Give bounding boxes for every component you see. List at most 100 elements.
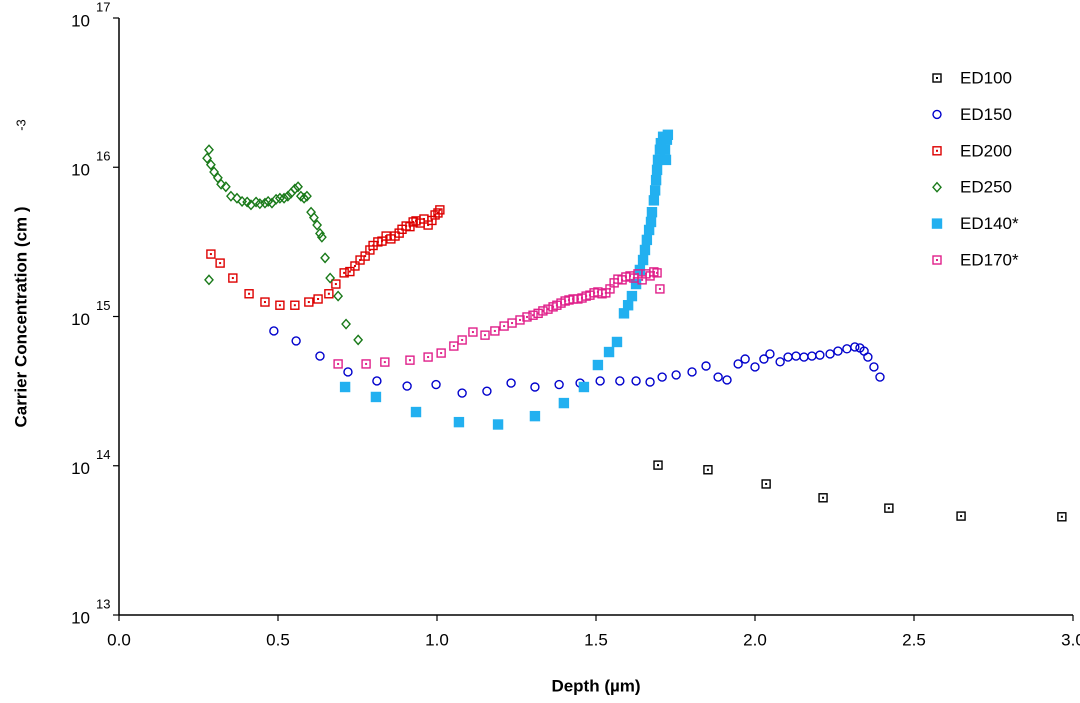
x-tick-label: 0.5 bbox=[266, 630, 290, 649]
point-dot bbox=[231, 277, 234, 280]
point bbox=[645, 377, 655, 387]
point bbox=[783, 352, 793, 362]
y-tick-label: 10 bbox=[71, 161, 90, 180]
point bbox=[657, 372, 667, 382]
y-tick-label: 10 bbox=[71, 11, 90, 30]
point bbox=[733, 359, 743, 369]
point bbox=[603, 346, 615, 358]
y-tick-label-sup: 14 bbox=[96, 447, 110, 462]
point-dot bbox=[452, 345, 455, 348]
point-dot bbox=[307, 301, 310, 304]
point bbox=[869, 362, 879, 372]
point-dot bbox=[765, 482, 768, 485]
point-dot bbox=[657, 464, 660, 467]
point bbox=[522, 312, 532, 322]
point bbox=[350, 261, 360, 271]
point bbox=[595, 376, 605, 386]
point bbox=[655, 284, 665, 294]
point bbox=[490, 326, 500, 336]
point bbox=[875, 372, 885, 382]
point-dot bbox=[537, 312, 540, 315]
legend-marker bbox=[932, 181, 942, 193]
point bbox=[528, 310, 538, 320]
y-axis-label-sup: -3 bbox=[13, 119, 28, 131]
point bbox=[515, 315, 525, 325]
point bbox=[313, 294, 323, 304]
legend-marker bbox=[932, 109, 942, 120]
y-tick-label: 10 bbox=[71, 310, 90, 329]
point bbox=[333, 359, 343, 369]
point bbox=[956, 511, 966, 521]
point bbox=[530, 382, 540, 392]
point bbox=[457, 388, 467, 398]
point bbox=[423, 352, 433, 362]
point bbox=[722, 375, 732, 385]
point bbox=[765, 349, 775, 359]
point bbox=[324, 289, 334, 299]
point bbox=[244, 289, 254, 299]
point bbox=[430, 210, 440, 220]
point-dot bbox=[343, 271, 346, 274]
point bbox=[884, 503, 894, 513]
point bbox=[215, 258, 225, 268]
point bbox=[260, 197, 270, 209]
point bbox=[578, 381, 590, 393]
point bbox=[304, 297, 314, 307]
point bbox=[315, 351, 325, 361]
point bbox=[713, 372, 723, 382]
point-dot bbox=[503, 325, 506, 328]
point bbox=[646, 206, 658, 218]
point bbox=[648, 195, 660, 206]
point bbox=[740, 354, 750, 364]
point bbox=[381, 231, 391, 241]
point bbox=[302, 190, 312, 202]
point-dot bbox=[353, 264, 356, 267]
point bbox=[209, 166, 220, 178]
legend-label: ED170* bbox=[960, 250, 1019, 269]
point bbox=[615, 376, 625, 386]
point bbox=[645, 216, 657, 228]
point-dot bbox=[364, 255, 367, 258]
point bbox=[807, 351, 817, 361]
point bbox=[649, 185, 661, 196]
point bbox=[671, 370, 681, 380]
point bbox=[345, 266, 355, 277]
point bbox=[232, 192, 242, 204]
point-dot bbox=[317, 297, 320, 300]
point bbox=[431, 379, 441, 390]
point bbox=[269, 326, 279, 336]
point-dot bbox=[263, 301, 266, 304]
point bbox=[333, 290, 344, 302]
point bbox=[380, 357, 390, 367]
point-dot bbox=[380, 240, 383, 243]
x-tick-label: 2.5 bbox=[902, 630, 926, 649]
point-dot bbox=[1060, 515, 1063, 518]
point bbox=[360, 251, 370, 261]
x-tick-label: 1.5 bbox=[584, 630, 608, 649]
point-dot bbox=[427, 356, 430, 359]
point bbox=[353, 334, 364, 346]
point-dot bbox=[608, 287, 611, 290]
point-dot bbox=[706, 468, 709, 471]
point bbox=[825, 349, 835, 359]
point bbox=[205, 159, 216, 171]
point bbox=[558, 397, 570, 409]
point bbox=[320, 252, 331, 264]
point bbox=[815, 350, 825, 360]
legend-label: ED250 bbox=[960, 178, 1012, 197]
y-tick-label: 10 bbox=[71, 459, 90, 478]
point bbox=[818, 493, 828, 503]
point bbox=[341, 318, 351, 330]
point bbox=[427, 215, 437, 226]
point-dot bbox=[461, 338, 464, 341]
point-dot bbox=[518, 318, 521, 321]
point bbox=[290, 300, 300, 310]
point-dot bbox=[293, 304, 296, 307]
legend-marker bbox=[932, 73, 942, 83]
point bbox=[372, 376, 382, 386]
point bbox=[759, 354, 769, 364]
legend-label: ED140* bbox=[960, 214, 1019, 233]
point-dot bbox=[822, 496, 825, 499]
point bbox=[408, 217, 418, 227]
x-axis-label: Depth (µm) bbox=[551, 676, 640, 695]
